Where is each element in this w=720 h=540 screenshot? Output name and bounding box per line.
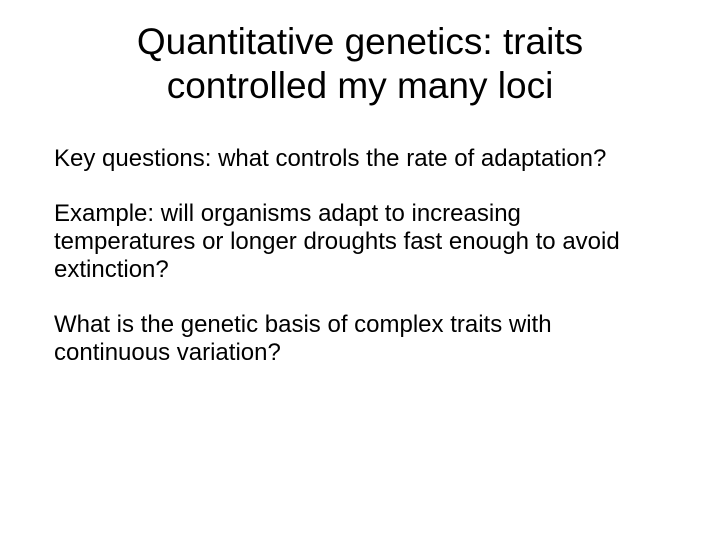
- paragraph-1: Key questions: what controls the rate of…: [54, 145, 666, 173]
- slide-container: Quantitative genetics: traits controlled…: [0, 0, 720, 540]
- slide-title: Quantitative genetics: traits controlled…: [54, 20, 666, 109]
- paragraph-2: Example: will organisms adapt to increas…: [54, 200, 666, 283]
- paragraph-3: What is the genetic basis of complex tra…: [54, 311, 666, 366]
